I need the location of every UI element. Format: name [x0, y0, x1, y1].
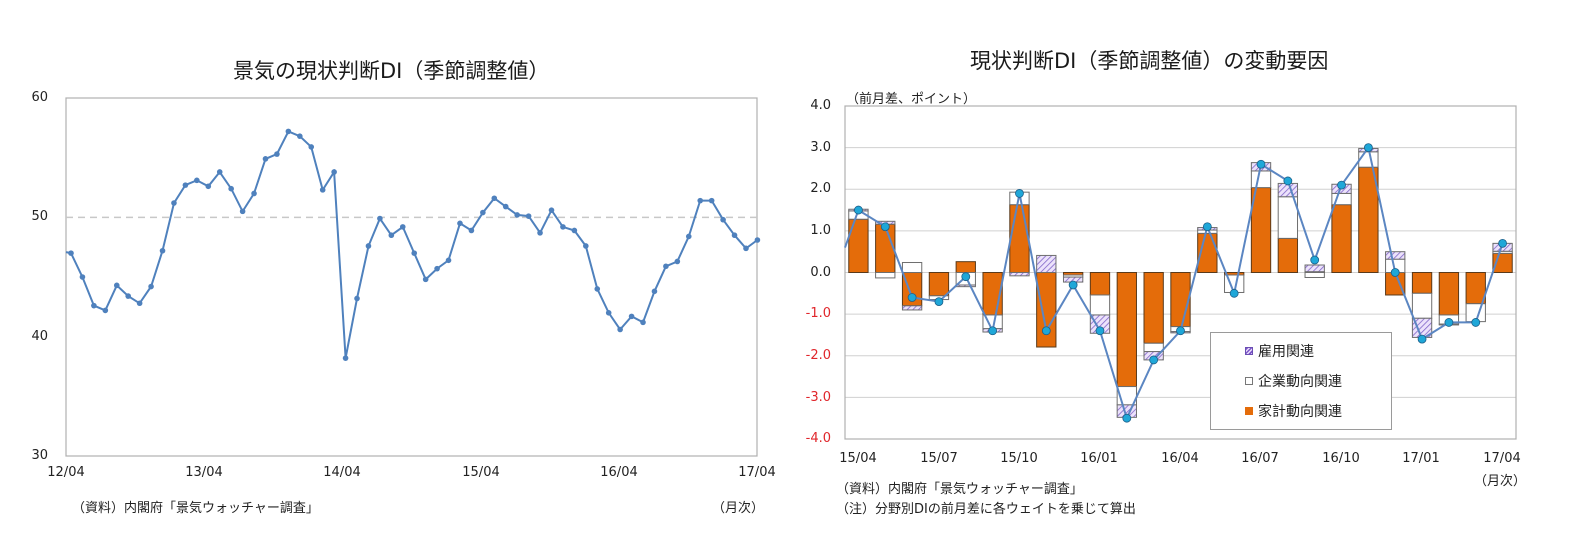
legend-item-corporate: 企業動向関連 [1245, 371, 1342, 391]
right-y-tick-negative: -2.0 [805, 348, 831, 363]
left-y-tick-60: 60 [31, 90, 48, 105]
right-unit-note: （月次） [1474, 474, 1527, 489]
left-x-tick: 12/04 [47, 465, 85, 480]
right-y-tick: 2.0 [810, 181, 831, 196]
right-y-tick: 1.0 [810, 223, 831, 238]
right-x-tick: 15/10 [1000, 451, 1038, 466]
right-y-tick-negative: -4.0 [805, 431, 831, 446]
legend-label: 企業動向関連 [1258, 374, 1342, 390]
hatch-swatch-icon [1245, 347, 1253, 355]
right-y-tick-negative: -3.0 [805, 390, 831, 405]
legend-item-household: 家計動向関連 [1245, 401, 1342, 421]
right-y-tick: 3.0 [810, 140, 831, 155]
left-y-tick-30: 30 [31, 448, 48, 463]
right-y-tick: 4.0 [810, 98, 831, 113]
left-unit-note: （月次） [712, 501, 765, 516]
right-y-tick-negative: -1.0 [805, 306, 831, 321]
right-x-tick: 16/07 [1241, 451, 1279, 466]
left-x-tick: 13/04 [185, 465, 223, 480]
right-chart-title: 現状判断DI（季節調整値）の変動要因 [970, 49, 1329, 73]
left-y-tick-40: 40 [31, 329, 48, 344]
right-x-tick: 17/01 [1402, 451, 1440, 466]
left-x-tick: 15/04 [462, 465, 500, 480]
right-footnote: （注）分野別DIの前月差に各ウェイトを乗じて算出 [836, 502, 1136, 517]
right-x-tick: 17/04 [1483, 451, 1521, 466]
right-y-unit-note: （前月差、ポイント） [846, 92, 977, 107]
right-x-tick: 16/01 [1080, 451, 1118, 466]
right-x-tick: 15/07 [920, 451, 958, 466]
left-source-note: （資料）内閣府「景気ウォッチャー調査」 [72, 501, 319, 516]
left-x-tick: 16/04 [600, 465, 638, 480]
legend: 雇用関連 企業動向関連 家計動向関連 [1210, 332, 1392, 430]
white-swatch-icon [1245, 377, 1253, 385]
left-chart-title: 景気の現状判断DI（季節調整値） [233, 59, 550, 83]
legend-label: 家計動向関連 [1258, 404, 1342, 420]
right-source-note: （資料）内閣府「景気ウォッチャー調査」 [836, 482, 1083, 497]
legend-label: 雇用関連 [1258, 344, 1314, 360]
right-x-tick: 16/04 [1161, 451, 1199, 466]
left-y-tick-50: 50 [31, 209, 48, 224]
legend-item-employment: 雇用関連 [1245, 341, 1314, 361]
right-x-tick: 15/04 [839, 451, 877, 466]
right-x-tick: 16/10 [1322, 451, 1360, 466]
orange-swatch-icon [1245, 407, 1253, 415]
right-y-tick: 0.0 [810, 265, 831, 280]
left-x-tick: 17/04 [738, 465, 776, 480]
left-x-tick: 14/04 [323, 465, 361, 480]
